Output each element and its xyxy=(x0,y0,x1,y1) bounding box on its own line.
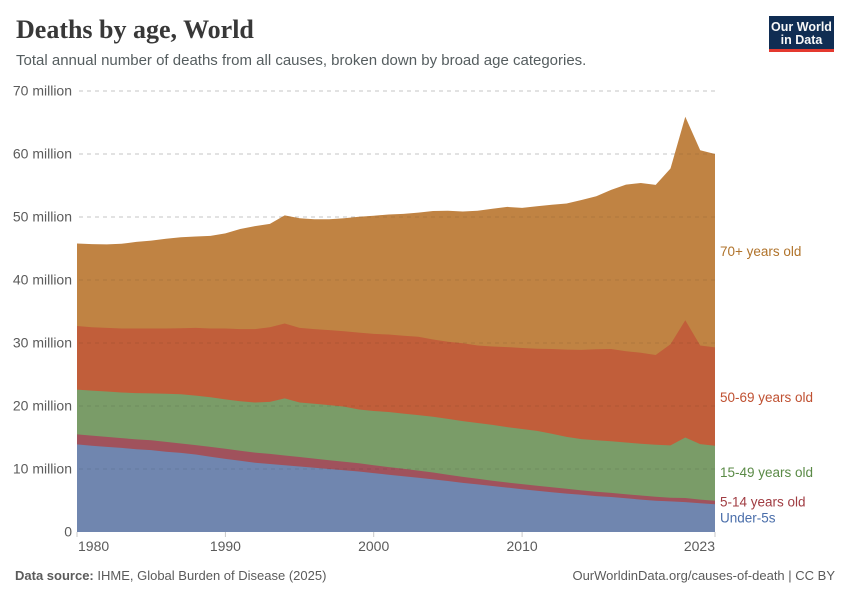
svg-text:Under-5s: Under-5s xyxy=(720,510,776,525)
svg-text:50-69 years old: 50-69 years old xyxy=(720,390,813,405)
svg-text:70+ years old: 70+ years old xyxy=(720,244,801,259)
svg-text:40 million: 40 million xyxy=(13,272,72,288)
svg-text:2023: 2023 xyxy=(684,538,715,554)
svg-text:5-14 years old: 5-14 years old xyxy=(720,495,806,510)
svg-text:0: 0 xyxy=(64,524,72,540)
svg-text:30 million: 30 million xyxy=(13,335,72,351)
svg-text:2000: 2000 xyxy=(358,538,389,554)
svg-text:1980: 1980 xyxy=(78,538,109,554)
svg-text:1990: 1990 xyxy=(210,538,241,554)
svg-text:70 million: 70 million xyxy=(13,83,72,99)
svg-text:15-49 years old: 15-49 years old xyxy=(720,465,813,480)
svg-text:50 million: 50 million xyxy=(13,209,72,225)
svg-text:10 million: 10 million xyxy=(13,461,72,477)
svg-text:20 million: 20 million xyxy=(13,398,72,414)
svg-text:60 million: 60 million xyxy=(13,146,72,162)
svg-text:2010: 2010 xyxy=(507,538,538,554)
